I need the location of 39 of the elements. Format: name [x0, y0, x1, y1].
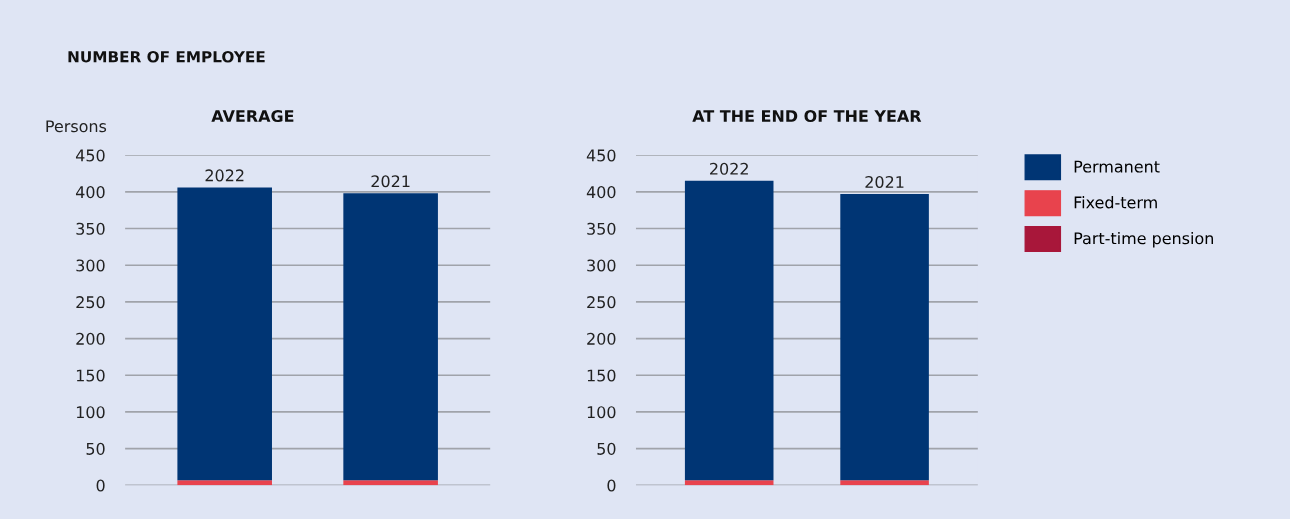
y-tick-label: 100	[76, 406, 105, 419]
y-tick-label: 300	[76, 259, 105, 272]
chart-title: NUMBER OF EMPLOYEE	[68, 50, 265, 63]
y-tick-label: 300	[587, 259, 616, 272]
x-tick-label: 2021	[371, 175, 410, 188]
y-tick-label: 250	[76, 296, 105, 309]
y-tick-label: 450	[75, 149, 105, 162]
x-tick-label: 2022	[205, 169, 244, 182]
y-tick-label: 200	[76, 332, 105, 345]
legend-label: Part-time pension	[1074, 231, 1213, 248]
y-tick-label: 100	[587, 406, 616, 419]
bar	[684, 180, 774, 481]
y-axis-title: Persons	[46, 120, 107, 133]
y-tick-label: 0	[607, 479, 616, 492]
y-tick-label: 450	[586, 149, 616, 162]
bar	[343, 193, 438, 481]
legend-label: Permanent	[1074, 160, 1160, 173]
y-tick-label: 0	[96, 479, 105, 492]
bar	[343, 480, 438, 486]
y-tick-label: 350	[76, 222, 105, 235]
y-tick-label: 350	[587, 222, 616, 235]
y-tick-label: 150	[76, 369, 105, 382]
y-tick-label: 50	[86, 442, 105, 455]
y-tick-label: 250	[587, 296, 616, 309]
y-tick-label: 400	[75, 186, 105, 199]
x-tick-label: 2022	[710, 162, 748, 175]
bar	[840, 194, 929, 481]
bar	[177, 187, 272, 481]
y-tick-label: 150	[587, 369, 616, 382]
y-tick-label: 200	[587, 332, 616, 345]
chart-subtitle: AVERAGE	[211, 109, 294, 123]
chart-title: AT THE END OF THE YEAR	[692, 109, 922, 123]
bar	[684, 480, 774, 486]
bar	[177, 480, 272, 486]
legend-label: Fixed-term	[1074, 196, 1157, 209]
bar	[840, 480, 929, 486]
y-tick-label: 50	[597, 442, 616, 455]
y-tick-label: 400	[586, 186, 616, 199]
x-tick-label: 2021	[865, 175, 904, 189]
